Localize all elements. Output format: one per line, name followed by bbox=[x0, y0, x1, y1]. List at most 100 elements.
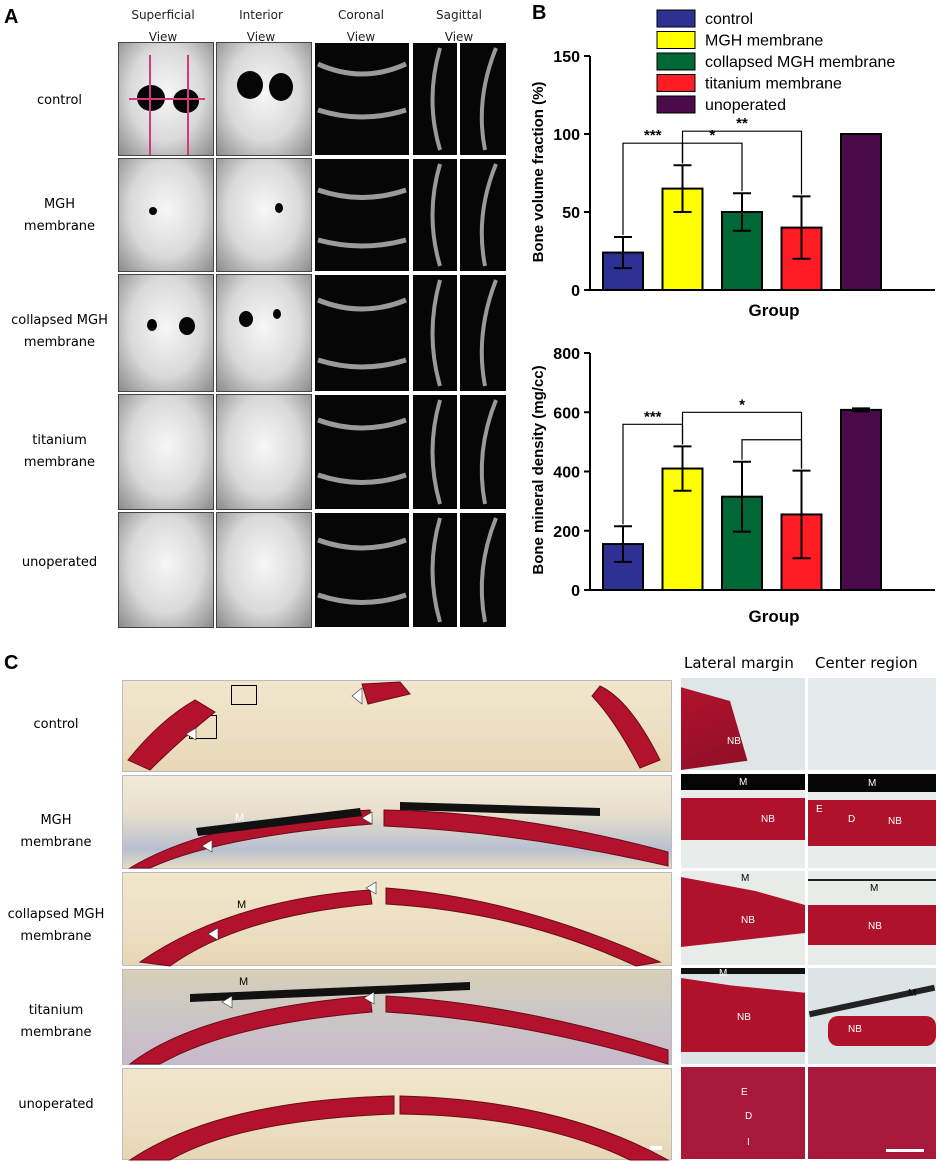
significance-label: *** bbox=[644, 127, 662, 144]
scale-bar bbox=[650, 1146, 662, 1150]
ct-coronal-mgh bbox=[314, 158, 410, 272]
bone-volume-fraction-chart: Bone volume fraction (%) Group 0 50 100 150… bbox=[530, 49, 935, 320]
label-new-bone: NB bbox=[741, 915, 755, 926]
row-label-line: collapsed MGH bbox=[11, 313, 108, 328]
label-new-bone: NB bbox=[727, 736, 741, 747]
inset-collapsed-center: M NB bbox=[808, 871, 936, 965]
arrowhead-icon bbox=[365, 881, 377, 895]
label-membrane: M bbox=[908, 988, 917, 999]
defect-margin-arrowheads bbox=[185, 687, 377, 1009]
label-membrane: M bbox=[739, 777, 748, 788]
membrane-strip bbox=[400, 802, 600, 816]
arrowhead-icon bbox=[207, 927, 219, 941]
inset-mgh-lateral: M NB bbox=[681, 774, 805, 868]
arrowhead-icon bbox=[363, 991, 375, 1005]
bar bbox=[840, 408, 882, 591]
sagittal-curve bbox=[430, 163, 442, 267]
chart2-x-axis-label: Group bbox=[749, 607, 800, 626]
label-membrane: M bbox=[239, 976, 249, 988]
bone-tissue bbox=[808, 905, 936, 945]
panel-label-b: B bbox=[532, 2, 547, 24]
inset-mgh-center: M E D NB bbox=[808, 774, 936, 868]
significance-label: * bbox=[739, 396, 745, 413]
bone-segment bbox=[383, 809, 669, 867]
significance-label: *** bbox=[644, 408, 662, 425]
ct-interior-control bbox=[216, 42, 312, 156]
coronal-arc bbox=[317, 417, 407, 431]
bone-tissue bbox=[808, 800, 936, 846]
row-label-line: MGH bbox=[40, 813, 72, 828]
sagittal-curve bbox=[430, 517, 442, 623]
col-header-superficial: Superficial View bbox=[118, 4, 208, 48]
y-tick-label: 0 bbox=[571, 583, 580, 600]
histology-titanium: M bbox=[122, 969, 672, 1065]
arrowhead-icon bbox=[185, 727, 197, 741]
bone-segment bbox=[128, 995, 373, 1065]
defect-hole bbox=[239, 311, 253, 327]
sagittal-curve bbox=[479, 517, 498, 623]
y-tick-label: 600 bbox=[553, 405, 580, 422]
y-tick-label: 200 bbox=[553, 524, 580, 541]
bone-segment bbox=[385, 887, 662, 967]
c-row-label-control: control bbox=[0, 714, 112, 736]
ct-superficial-titanium bbox=[118, 394, 214, 510]
bone-segment bbox=[361, 681, 411, 705]
legend-entry: collapsed MGH membrane bbox=[705, 54, 895, 71]
col-header-sagittal: Sagittal View bbox=[414, 4, 504, 48]
inset-titanium-lateral: M NB bbox=[681, 968, 805, 1064]
red-bone-shapes bbox=[127, 681, 670, 1161]
legend-swatch bbox=[656, 52, 696, 71]
c-row-label-mgh: MGH membrane bbox=[0, 810, 112, 854]
legend-swatch bbox=[656, 31, 696, 49]
row-label-line: titanium bbox=[32, 433, 87, 448]
sagittal-curve bbox=[430, 47, 442, 151]
coronal-arc bbox=[317, 187, 407, 200]
label-new-bone: NB bbox=[888, 816, 902, 827]
a-row-label-control: control bbox=[2, 90, 117, 112]
defect-hole bbox=[275, 203, 283, 213]
label-membrane: M bbox=[741, 873, 750, 884]
arrowhead-icon bbox=[351, 687, 363, 705]
chart1-y-axis-label: Bone volume fraction (%) bbox=[530, 82, 547, 263]
significance-label: * bbox=[709, 127, 715, 144]
label-inner-table: I bbox=[747, 1137, 750, 1148]
legend-entry: unoperated bbox=[705, 97, 786, 114]
ct-superficial-unoperated bbox=[118, 512, 214, 628]
legend-entry: titanium membrane bbox=[705, 76, 842, 93]
row-label-line: membrane bbox=[23, 335, 96, 350]
label-endosteum: E bbox=[816, 804, 823, 815]
bone-tissue bbox=[681, 877, 805, 947]
bar bbox=[840, 133, 882, 291]
membrane-layer bbox=[681, 968, 805, 974]
col-header-line: Coronal bbox=[337, 8, 385, 22]
sagittal-curve bbox=[479, 47, 498, 151]
ct-interior-titanium bbox=[216, 394, 312, 510]
label-diploe: D bbox=[745, 1111, 753, 1122]
row-label-line: membrane bbox=[20, 835, 92, 850]
col-header-line: View bbox=[148, 30, 178, 44]
measurement-line bbox=[187, 55, 189, 155]
sagittal-curve bbox=[430, 399, 442, 505]
coronal-arc bbox=[317, 107, 407, 120]
sagittal-curve bbox=[479, 279, 498, 387]
label-membrane: M bbox=[870, 883, 879, 894]
row-label-line: membrane bbox=[20, 1025, 92, 1040]
legend-swatch bbox=[656, 95, 696, 114]
inset-unoperated-center bbox=[808, 1067, 936, 1159]
coronal-arc bbox=[317, 297, 407, 312]
c-row-label-unoperated: unoperated bbox=[0, 1094, 112, 1116]
label-new-bone: NB bbox=[737, 1012, 751, 1023]
sagittal-bone-curves bbox=[430, 47, 498, 623]
defect-hole bbox=[173, 89, 199, 113]
defect-hole bbox=[149, 207, 157, 215]
ct-superficial-control bbox=[118, 42, 214, 156]
label-diploe: D bbox=[848, 814, 856, 825]
panel-label-a: A bbox=[4, 6, 19, 28]
bone-mineral-density-chart: Bone mineral density (mg/cc) Group 0 200 4… bbox=[530, 346, 935, 626]
legend-entry: control bbox=[705, 11, 753, 28]
bone-segment bbox=[127, 699, 216, 771]
membrane-layer bbox=[808, 774, 936, 792]
ct-coronal-titanium bbox=[314, 394, 410, 510]
defect-hole bbox=[273, 309, 281, 319]
significance-label: ** bbox=[736, 115, 748, 132]
